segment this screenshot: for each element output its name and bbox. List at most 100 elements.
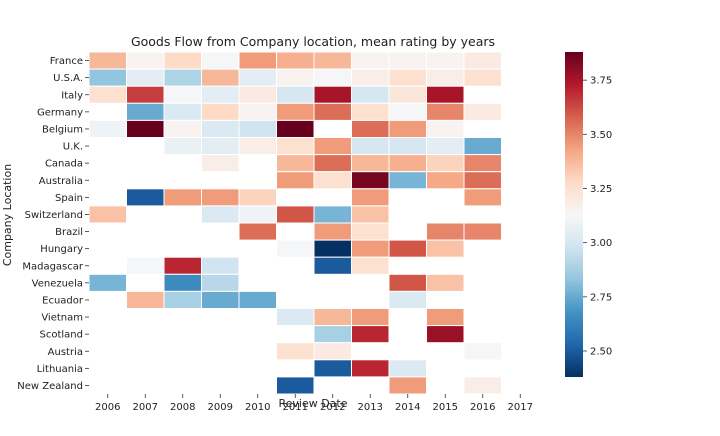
y-tick-label: Madagascar xyxy=(22,261,84,272)
colorbar-tick-label: 2.75 xyxy=(590,292,612,303)
x-tick-label: 2017 xyxy=(508,402,533,413)
heatmap-cell xyxy=(126,256,165,275)
heatmap-cell xyxy=(388,154,427,173)
heatmap-cell xyxy=(201,188,240,207)
y-axis-label: Company Location xyxy=(1,164,14,266)
heatmap-cell xyxy=(238,85,277,104)
heatmap-cell xyxy=(88,51,127,70)
heatmap-cell xyxy=(201,102,240,121)
heatmap-cell xyxy=(426,119,465,139)
y-tick-label: Vietnam xyxy=(41,313,83,324)
heatmap-cell xyxy=(351,256,390,275)
heatmap-cell xyxy=(426,325,465,344)
heatmap-cell xyxy=(388,239,427,258)
heatmap-cell xyxy=(276,376,315,395)
heatmap-cell xyxy=(313,154,352,173)
heatmap-cell xyxy=(201,51,240,70)
heatmap-cell xyxy=(126,51,165,70)
heatmap-cell xyxy=(463,154,502,173)
heatmap-cell xyxy=(163,188,202,207)
heatmap-cell xyxy=(276,119,315,139)
heatmap-cell xyxy=(201,154,240,173)
heatmap-cell xyxy=(201,85,240,104)
heatmap-cell xyxy=(313,256,352,275)
heatmap-cell xyxy=(313,325,352,344)
heatmap-cell xyxy=(276,68,315,87)
heatmap-cell xyxy=(276,137,315,156)
heatmap-cell xyxy=(351,137,390,156)
heatmap-cell xyxy=(238,137,277,156)
heatmap-cell xyxy=(163,290,202,309)
heatmap-cell xyxy=(163,256,202,275)
heatmap-cell xyxy=(351,51,390,70)
heatmap-cell xyxy=(426,85,465,104)
heatmap-cell xyxy=(388,359,427,378)
heatmap-cell xyxy=(463,222,502,241)
y-tick-label: Brazil xyxy=(55,227,83,238)
y-tick-label: U.S.A. xyxy=(53,73,83,84)
y-tick-label: Spain xyxy=(55,193,83,204)
heatmap-cell xyxy=(201,137,240,156)
y-tick-label: Germany xyxy=(37,107,83,118)
heatmap-cell xyxy=(238,222,277,241)
heatmap-cell xyxy=(426,102,465,121)
heatmap-cell xyxy=(201,68,240,87)
heatmap-cell xyxy=(388,376,427,395)
heatmap-cell xyxy=(276,102,315,121)
heatmap-cell xyxy=(351,239,390,258)
heatmap-cell xyxy=(463,102,502,121)
heatmap-cell xyxy=(313,171,352,190)
x-tick-label: 2015 xyxy=(433,402,458,413)
heatmap-cell xyxy=(426,308,465,327)
x-tick-label: 2006 xyxy=(95,402,120,413)
heatmap-cell xyxy=(351,102,390,121)
heatmap-cell xyxy=(351,188,390,207)
x-tick-label: 2013 xyxy=(358,402,383,413)
heatmap-cell xyxy=(426,51,465,70)
heatmap-cell xyxy=(238,290,277,309)
heatmap-cell xyxy=(163,51,202,70)
heatmap-cell xyxy=(313,51,352,70)
heatmap-cell xyxy=(238,51,277,70)
heatmap-cell xyxy=(426,273,465,292)
heatmap-cell xyxy=(88,205,127,224)
colorbar-tick-label: 3.50 xyxy=(590,130,612,141)
heatmap-cell xyxy=(163,137,202,156)
heatmap-cell xyxy=(126,290,165,309)
heatmap-cell xyxy=(351,308,390,327)
x-axis-label: Review Date xyxy=(278,397,347,410)
colorbar-ticks: 2.50 2.75 3.00 3.25 3.50 3.75 xyxy=(583,76,612,358)
y-tick-label: New Zealand xyxy=(17,381,83,392)
x-tick-label: 2011 xyxy=(283,402,308,413)
heatmap-cell xyxy=(388,137,427,156)
heatmap-cell xyxy=(463,51,502,70)
heatmap-cell xyxy=(388,119,427,139)
heatmap-cell xyxy=(313,359,352,378)
x-tick-label: 2014 xyxy=(395,402,420,413)
heatmap-cell xyxy=(388,102,427,121)
heatmap-cell xyxy=(88,273,127,292)
y-tick-label: Austria xyxy=(48,347,83,358)
heatmap-cell xyxy=(388,290,427,309)
heatmap-cell xyxy=(351,359,390,378)
chart-title: Goods Flow from Company location, mean r… xyxy=(131,34,495,49)
y-tick-label: Venezuela xyxy=(32,278,83,289)
heatmap-cell xyxy=(463,68,502,87)
colorbar-tick-label: 3.00 xyxy=(590,238,612,249)
x-tick-label: 2009 xyxy=(208,402,233,413)
y-tick-label: Canada xyxy=(45,159,83,170)
heatmap-cell xyxy=(88,119,127,139)
y-tick-label: Hungary xyxy=(40,244,83,255)
heatmap-cell xyxy=(276,308,315,327)
heatmap-cell xyxy=(201,290,240,309)
y-tick-label: Australia xyxy=(39,176,83,187)
heatmap-cell xyxy=(351,154,390,173)
heatmap-cell xyxy=(276,171,315,190)
heatmap-cell xyxy=(238,188,277,207)
heatmap-cell xyxy=(351,205,390,224)
heatmap-cell xyxy=(276,154,315,173)
heatmap-cell xyxy=(201,256,240,275)
heatmap-cell xyxy=(126,119,165,139)
heatmap-cell xyxy=(126,85,165,104)
